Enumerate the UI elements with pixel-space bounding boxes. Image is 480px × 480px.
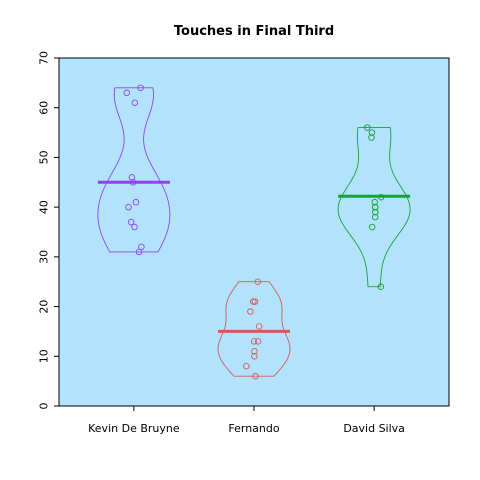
data-point [371, 213, 379, 221]
data-point [127, 218, 135, 226]
data-point [254, 278, 262, 285]
data-point [252, 372, 259, 380]
data-point [250, 298, 257, 305]
y-tick-label: 40 [38, 200, 51, 214]
data-point [137, 84, 144, 92]
x-axis: Kevin De Bruyne Fernando David Silva [88, 406, 405, 435]
data-point [250, 338, 258, 345]
data-point [123, 89, 131, 97]
violin-0 [97, 87, 171, 253]
y-tick-label: 30 [38, 250, 51, 264]
data-point [371, 203, 379, 211]
violin-1 [217, 281, 291, 377]
data-point [251, 353, 258, 360]
y-tick-label: 70 [38, 51, 51, 65]
data-point [368, 129, 376, 136]
data-point [131, 223, 138, 231]
data-point [254, 338, 262, 345]
data-point [251, 298, 259, 305]
y-axis: 0 10 20 30 40 50 60 70 [38, 51, 59, 410]
data-point [368, 223, 376, 231]
y-tick-label: 50 [38, 150, 51, 164]
data-point [131, 99, 139, 106]
violins-layer [97, 87, 411, 377]
y-tick-label: 20 [38, 300, 51, 314]
data-point [251, 348, 258, 355]
data-point [255, 323, 263, 330]
y-tick-label: 0 [38, 403, 51, 410]
data-point [125, 203, 132, 211]
data-point [247, 308, 254, 315]
means-layer [97, 180, 411, 333]
data-point [135, 248, 143, 256]
x-tick-label: Kevin De Bruyne [88, 422, 180, 435]
x-tick-label: Fernando [228, 422, 279, 435]
data-point [243, 362, 250, 370]
y-tick-label: 60 [38, 101, 51, 115]
y-tick-label: 10 [38, 349, 51, 363]
data-point [372, 208, 379, 216]
violin-2 [337, 127, 411, 288]
data-point [371, 198, 378, 206]
points-layer [123, 84, 385, 380]
chart-title: Touches in Final Third [174, 24, 334, 39]
data-point [364, 124, 371, 131]
x-tick-label: David Silva [343, 422, 405, 435]
data-point [132, 198, 140, 206]
plot-background [59, 58, 449, 406]
data-point [368, 134, 375, 141]
data-point [377, 283, 385, 290]
